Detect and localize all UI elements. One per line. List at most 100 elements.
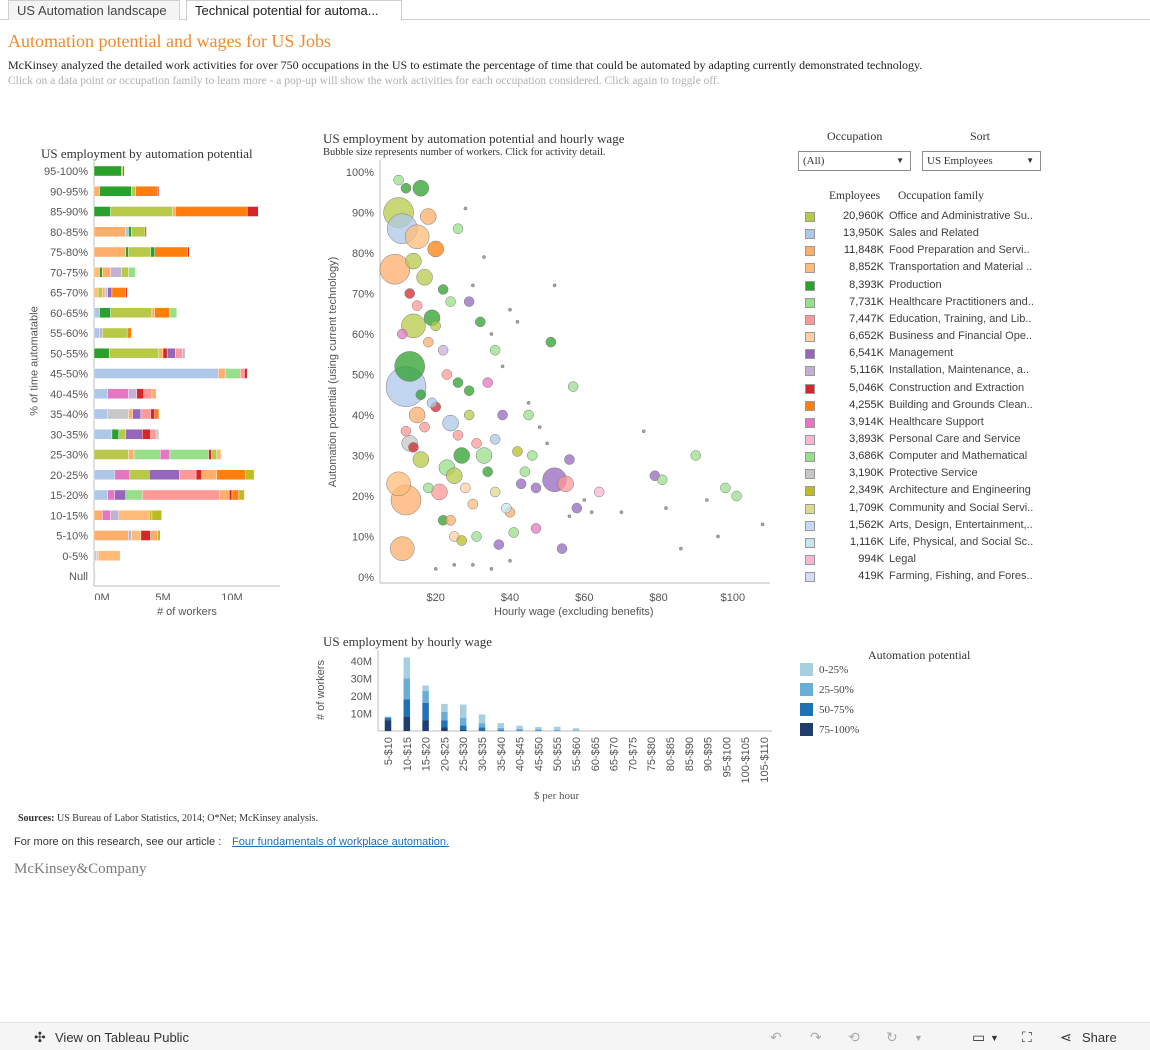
scatter-bubble[interactable] xyxy=(515,320,520,324)
scatter-bubble[interactable] xyxy=(400,182,412,194)
bar-segment[interactable] xyxy=(111,429,120,440)
wage-bar-segment[interactable] xyxy=(516,728,523,731)
legend-row[interactable]: 6,541K Management xyxy=(805,346,1045,363)
scatter-bubble[interactable] xyxy=(442,414,459,432)
scatter-bubble[interactable] xyxy=(571,502,583,514)
sort-dropdown[interactable]: US Employees ▼ xyxy=(922,151,1041,171)
scatter-bubble[interactable] xyxy=(489,344,501,356)
scatter-bubble[interactable] xyxy=(404,224,430,250)
bar-segment[interactable] xyxy=(107,388,129,399)
bar-segment[interactable] xyxy=(111,287,126,298)
bar-segment[interactable] xyxy=(93,429,113,440)
scatter-bubble[interactable] xyxy=(489,332,494,336)
scatter-bubble[interactable] xyxy=(393,174,404,186)
scatter-bubble[interactable] xyxy=(731,490,742,502)
scatter-bubble[interactable] xyxy=(716,534,720,539)
bar-segment[interactable] xyxy=(107,489,115,501)
bar-segment[interactable] xyxy=(129,469,150,480)
bar-segment[interactable] xyxy=(140,530,151,541)
scatter-bubble[interactable] xyxy=(508,307,512,312)
scatter-bubble[interactable] xyxy=(705,498,709,502)
comment-icon[interactable]: ▭ xyxy=(972,1029,986,1045)
bar-segment[interactable] xyxy=(150,530,158,541)
bar-segment[interactable] xyxy=(114,489,126,501)
bar-segment[interactable] xyxy=(160,449,171,460)
bar-segment[interactable] xyxy=(166,348,176,359)
bar-segment[interactable] xyxy=(126,327,132,339)
bar-segment[interactable] xyxy=(150,429,157,440)
bar-segment[interactable] xyxy=(96,550,99,561)
scatter-bubble[interactable] xyxy=(408,442,419,453)
bar-segment[interactable] xyxy=(118,429,126,440)
bar-segment[interactable] xyxy=(93,267,100,278)
legend-row[interactable]: 5,116K Installation, Maintenance, a.. xyxy=(805,363,1045,380)
scatter-bubble[interactable] xyxy=(412,179,430,197)
bar-segment[interactable] xyxy=(148,510,153,521)
wage-bar-segment[interactable] xyxy=(384,716,392,717)
scatter-bubble[interactable] xyxy=(401,313,426,339)
scatter-bubble[interactable] xyxy=(493,539,505,550)
scatter-bubble[interactable] xyxy=(512,446,523,457)
bar-segment[interactable] xyxy=(240,368,245,379)
bar-segment[interactable] xyxy=(102,327,128,339)
bar-segment[interactable] xyxy=(128,388,137,399)
bar-segment[interactable] xyxy=(93,570,96,582)
wage-bar-segment[interactable] xyxy=(516,725,523,729)
legend-row[interactable]: 3,686K Computer and Mathematical xyxy=(805,449,1045,466)
wage-bar-segment[interactable] xyxy=(403,678,411,700)
scatter-bubble[interactable] xyxy=(471,531,482,542)
wage-bar-segment[interactable] xyxy=(478,727,486,731)
bar-segment[interactable] xyxy=(157,530,161,541)
scatter-bubble[interactable] xyxy=(463,296,475,307)
scatter-bubble[interactable] xyxy=(557,475,574,493)
bar-segment[interactable] xyxy=(143,388,153,399)
scatter-bubble[interactable] xyxy=(482,466,493,477)
scatter-bubble[interactable] xyxy=(593,486,605,498)
bar-segment[interactable] xyxy=(99,327,103,339)
bar-segment[interactable] xyxy=(217,368,226,379)
scatter-bubble[interactable] xyxy=(619,510,624,515)
bar-segment[interactable] xyxy=(110,510,120,521)
bar-segment[interactable] xyxy=(121,267,129,278)
wage-bar-segment[interactable] xyxy=(403,699,411,718)
scatter-bubble[interactable] xyxy=(530,482,542,494)
legend-row[interactable]: 6,652K Business and Financial Ope.. xyxy=(805,329,1045,346)
redo-icon[interactable]: ↷ xyxy=(810,1029,822,1045)
bar-segment[interactable] xyxy=(125,246,129,258)
bar-segment[interactable] xyxy=(195,469,202,480)
legend-row[interactable]: 2,349K Architecture and Engineering xyxy=(805,483,1045,500)
scatter-bubble[interactable] xyxy=(390,536,415,561)
scatter-bubble[interactable] xyxy=(437,344,449,356)
scatter-bubble[interactable] xyxy=(433,567,438,571)
bar-segment[interactable] xyxy=(93,307,100,318)
bar-segment[interactable] xyxy=(125,489,143,501)
scatter-bubble[interactable] xyxy=(471,438,482,449)
legend-row[interactable]: 11,848K Food Preparation and Servi.. xyxy=(805,243,1045,260)
scatter-bubble[interactable] xyxy=(508,558,512,563)
undo-icon[interactable]: ↶ xyxy=(770,1029,782,1045)
bar-segment[interactable] xyxy=(93,246,126,258)
bar-segment[interactable] xyxy=(128,246,151,258)
bar-segment[interactable] xyxy=(93,226,126,237)
bar-segment[interactable] xyxy=(93,327,100,339)
bar-segment[interactable] xyxy=(114,469,131,480)
bar-segment[interactable] xyxy=(121,165,124,177)
bar-segment[interactable] xyxy=(142,489,220,501)
wage-bar-segment[interactable] xyxy=(384,717,392,718)
wage-bar-segment[interactable] xyxy=(478,714,486,724)
bar-segment[interactable] xyxy=(118,510,150,521)
legend-row[interactable]: 20,960K Office and Administrative Su.. xyxy=(805,209,1045,226)
bar-segment[interactable] xyxy=(245,469,255,480)
bar-segment[interactable] xyxy=(125,226,129,237)
scatter-bubble[interactable] xyxy=(423,482,434,494)
wage-bar-segment[interactable] xyxy=(591,730,599,731)
bar-segment[interactable] xyxy=(144,226,147,237)
bar-segment[interactable] xyxy=(150,246,155,258)
scatter-bubble[interactable] xyxy=(445,296,456,307)
legend-row[interactable]: 8,393K Production xyxy=(805,278,1045,295)
bar-segment[interactable] xyxy=(151,307,155,318)
scatter-bubble[interactable] xyxy=(545,441,549,446)
scatter-bubble[interactable] xyxy=(475,447,493,464)
wage-bar-segment[interactable] xyxy=(422,720,429,732)
bar-segment[interactable] xyxy=(182,348,186,359)
